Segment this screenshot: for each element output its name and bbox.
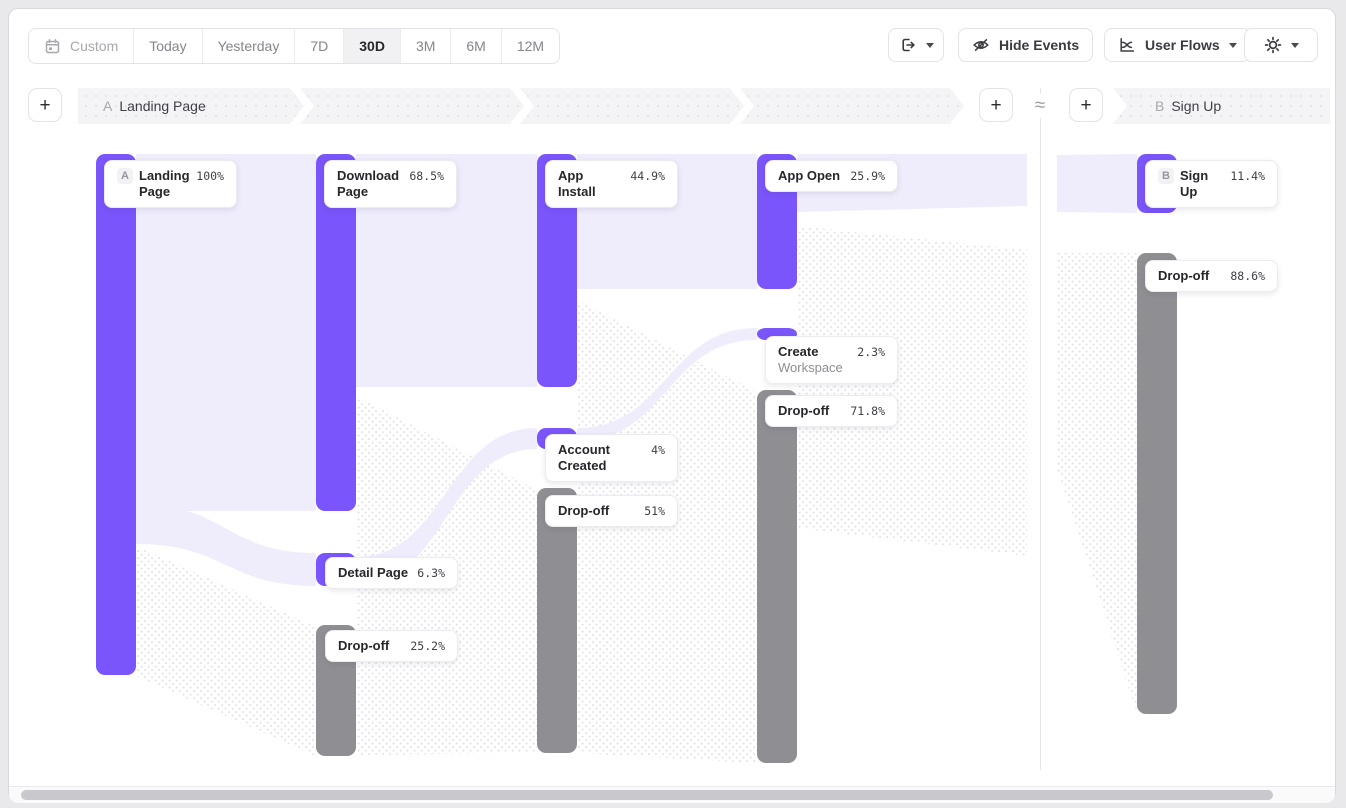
node-label-text: App Install [558,168,596,199]
date-range-yesterday[interactable]: Yesterday [202,29,296,63]
sankey-node-label-drop-off-step3[interactable]: Drop-off 51% [545,495,678,527]
date-range-label: 12M [516,38,545,54]
node-label-text: Create Workspace [778,344,851,376]
step-a-label: Landing Page [119,98,206,114]
horizontal-scrollbar-thumb[interactable] [21,790,1273,800]
node-percentage: 100% [196,169,224,183]
node-label-text: Drop-off [1158,268,1210,283]
settings-button[interactable] [1244,28,1318,62]
user-flows-icon [1118,36,1136,54]
node-label-text: Account Created [558,442,610,473]
node-badge: B [1158,168,1174,184]
step-segment-a[interactable]: A Landing Page [78,88,304,124]
node-percentage: 71.8% [850,404,885,418]
date-range-label: 3M [415,38,436,54]
section-divider [1040,88,1041,770]
node-percentage: 6.3% [417,566,445,580]
approx-symbol: ≈ [1026,94,1054,118]
export-icon [899,36,917,54]
date-range-selector: Custom Today Yesterday 7D 30D 3M 6M 12M [28,28,561,64]
sankey-node-bar-drop-off-end[interactable] [1137,253,1177,714]
horizontal-scrollbar-track[interactable] [9,786,1335,803]
node-percentage: 51% [644,504,665,518]
date-range-3m[interactable]: 3M [400,29,452,63]
sankey-node-bar-download-page[interactable] [316,154,356,511]
sankey-node-bar-app-install[interactable] [537,154,577,387]
node-percentage: 2.3% [857,345,885,359]
date-range-12m[interactable]: 12M [501,29,560,63]
sankey-node-label-detail-page[interactable]: Detail Page 6.3% [325,557,458,589]
node-label-text: Drop-off [558,503,610,518]
eye-off-icon [972,36,990,54]
chevron-down-icon [1290,43,1299,48]
node-percentage: 11.4% [1230,169,1265,183]
chevron-down-icon [925,43,934,48]
date-range-30d[interactable]: 30D [344,29,401,63]
step-segment-4[interactable] [740,88,964,124]
step-segment-2[interactable] [300,88,524,124]
node-label-text: Download Page [337,168,400,199]
sankey-node-bar-drop-off-step3[interactable] [537,488,577,753]
sankey-node-label-drop-off-end[interactable]: Drop-off 88.6% [1145,260,1278,292]
date-range-label: 7D [310,38,329,54]
view-mode-label: User Flows [1145,37,1220,53]
node-label-text: Drop-off [338,638,390,653]
add-step-mid-button[interactable]: + [979,88,1013,122]
step-a-badge: A [103,98,113,114]
view-mode-button[interactable]: User Flows [1104,28,1251,62]
node-percentage: 25.9% [850,169,885,183]
sankey-node-bar-drop-off-step4[interactable] [757,390,797,763]
hide-events-label: Hide Events [999,37,1080,53]
node-percentage: 25.2% [410,639,445,653]
sankey-node-label-app-install[interactable]: App Install 44.9% [545,160,678,208]
node-percentage: 44.9% [630,169,665,183]
date-range-today[interactable]: Today [134,29,203,63]
date-range-custom[interactable]: Custom [29,29,135,63]
sankey-node-bar-landing-page[interactable] [96,154,136,675]
node-percentage: 4% [651,443,665,457]
step-segment-b[interactable]: B Sign Up [1113,88,1330,124]
date-range-label: 6M [466,38,486,54]
date-range-7d[interactable]: 7D [295,29,345,63]
date-range-label: Today [149,38,187,54]
add-step-end-button[interactable]: + [1069,88,1103,122]
date-range-label: Yesterday [217,38,280,54]
node-percentage: 68.5% [409,169,444,183]
gear-icon [1264,36,1282,54]
node-label-text: App Open [778,168,841,183]
export-button[interactable] [888,28,944,62]
node-label-text: Detail Page [338,565,409,580]
app-card [8,8,1336,802]
node-badge: A [117,168,133,184]
node-percentage: 88.6% [1230,269,1265,283]
sankey-node-label-app-open[interactable]: App Open 25.9% [765,160,898,192]
date-range-6m[interactable]: 6M [451,29,502,63]
sankey-node-label-download-page[interactable]: Download Page 68.5% [324,160,457,208]
date-range-label: Custom [70,38,119,54]
node-sublabel-text: Workspace [778,360,843,375]
sankey-node-label-drop-off-step2[interactable]: Drop-off 25.2% [325,630,458,662]
node-label-text: Landing Page [139,168,190,199]
step-b-badge: B [1155,98,1165,114]
hide-events-button[interactable]: Hide Events [958,28,1094,62]
sankey-node-label-create-workspace[interactable]: Create Workspace 2.3% [765,336,898,384]
add-step-start-button[interactable]: + [28,88,62,122]
calendar-icon [44,38,61,55]
sankey-node-label-landing-page[interactable]: A Landing Page 100% [104,160,237,208]
step-b-label: Sign Up [1171,98,1222,114]
sankey-node-label-drop-off-step4[interactable]: Drop-off 71.8% [765,395,898,427]
sankey-node-label-sign-up[interactable]: B Sign Up 11.4% [1145,160,1278,208]
date-range-label: 30D [359,38,385,54]
node-label-text: Sign Up [1180,168,1209,199]
sankey-node-label-account-created[interactable]: Account Created 4% [545,434,678,482]
chevron-down-icon [1228,43,1237,48]
node-label-text: Drop-off [778,403,830,418]
step-segment-3[interactable] [520,88,744,124]
